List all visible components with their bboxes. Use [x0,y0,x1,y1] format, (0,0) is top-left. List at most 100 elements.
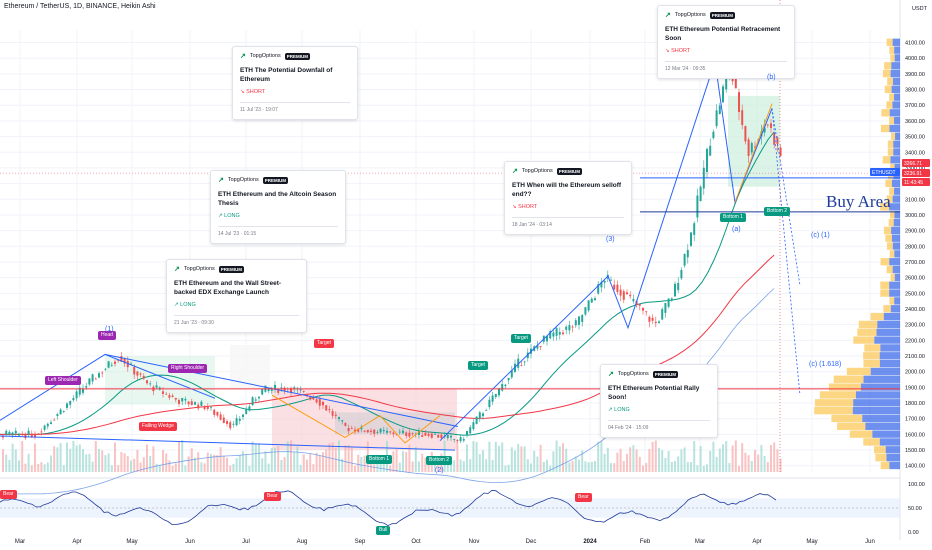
vp-bar-blue [870,367,900,376]
candle-body [165,393,168,395]
candle-body [549,331,552,339]
candle-body [62,411,65,412]
vp-bar-orange [849,430,873,438]
volume-bar [213,454,216,472]
vp-bar-blue [885,446,900,454]
author-name[interactable]: TopgOptions [617,370,649,377]
volume-bar [37,463,40,472]
candle-body [357,428,360,432]
price-tag-bg [902,178,930,186]
candle-body [242,414,244,418]
volume-bar [453,460,456,472]
author-logo-icon: ↗ [240,53,246,60]
candle-body [568,325,571,331]
candle-body [478,412,481,419]
candle-body [238,418,241,421]
author-logo-icon: ↗ [174,266,180,273]
idea-card[interactable]: ↗ TopgOptions PREMIUM ETH The Potential Dow… [232,46,358,120]
price-tick-label: 2100.00 [905,354,925,360]
idea-title[interactable]: ETH The Potential Downfall of Ethereum [240,67,333,83]
vp-bar-blue [889,124,900,133]
vp-bar-blue [886,453,900,462]
volume-bar [677,456,680,472]
oscillator-signal-label: Bear [0,490,17,499]
volume-bar [475,442,478,472]
candle-body [622,291,625,300]
candle-body [472,422,475,429]
candle-body [539,346,542,348]
vp-bar-orange [889,93,895,101]
candle-body [398,431,401,433]
candle-body [11,432,14,436]
vp-bar-orange [863,352,880,360]
volume-bar [248,465,251,472]
vp-bar-blue [891,226,900,235]
author-name[interactable]: TopgOptions [521,167,553,174]
candle-body [360,426,363,430]
candle-body [651,317,654,321]
volume-bar [197,452,200,472]
volume-bar [706,464,708,472]
price-axis[interactable]: 1400.00 1500.00 1600.00 1700.00 1800.00 1900.… [870,6,930,470]
candle-body [274,384,276,390]
volume-bar [610,463,612,472]
candle-body [603,280,606,283]
volume-bar [594,461,596,472]
candle-body [565,326,568,330]
idea-card[interactable]: ↗ TopgOptions PREMIUM ETH Ethereum Potentia… [600,364,718,438]
vp-bar-blue [894,297,900,305]
volume-bar [206,452,209,472]
volume-bar [626,453,628,472]
candle-body [318,399,321,406]
vp-bar-orange [887,77,893,86]
author-name[interactable]: TopgOptions [183,265,215,272]
volume-bar [501,442,504,472]
candle-body [126,360,129,368]
candle-body [562,332,564,335]
idea-date: 12 Mar '24 · 09:35 [665,66,706,73]
candle-body [738,92,740,113]
idea-title[interactable]: ETH Ethereum Potential Retracement Soon [665,26,781,42]
candle-body [683,253,686,266]
author-name[interactable]: TopgOptions [227,176,259,183]
volume-bar [760,445,763,472]
candle-body [632,298,635,302]
candle-body [110,364,113,366]
idea-card[interactable]: ↗ TopgOptions PREMIUM ETH Ethereum and the … [210,170,346,244]
time-axis[interactable]: Mar Apr May Jun Jul Aug Sep Oct Nov Dec 2024 Feb Mar… [15,539,875,545]
candle-body [706,148,708,173]
idea-title[interactable]: ETH When will the Ethereum selloff end?? [512,182,622,198]
author-name[interactable]: TopgOptions [674,11,706,18]
idea-title[interactable]: ETH Ethereum and the Wall Street-backed … [174,280,282,296]
candle-body [341,420,344,422]
price-tick-label: 2500.00 [905,291,925,297]
candle-body [411,433,414,435]
idea-card[interactable]: ↗ TopgOptions PREMIUM ETH Ethereum Potentia… [657,5,795,79]
candle-body [709,145,712,156]
volume-bar [222,455,225,472]
volume-bar [149,456,152,472]
volume-bar [315,452,318,472]
idea-card[interactable]: ↗ TopgOptions PREMIUM ETH Ethereum and the … [166,259,307,333]
volume-bar [744,452,747,472]
candle-body [494,393,497,398]
volume-bar [555,440,558,472]
author-name[interactable]: TopgOptions [249,52,281,59]
volume-bar [552,451,555,472]
time-tick-label: Mar [695,539,705,545]
volume-bar [238,455,241,472]
volume-bar [424,457,427,472]
target-zone [230,345,270,389]
candle-body [629,294,632,297]
idea-title[interactable]: ETH Ethereum Potential Rally Soon! [608,385,700,401]
vp-bar-orange [880,124,890,133]
volume-bar [245,454,248,472]
volume-bar [334,447,337,472]
idea-title[interactable]: ETH Ethereum and the Altcoin Season Thes… [218,191,337,207]
idea-card-header: ↗ TopgOptions PREMIUM [240,52,350,61]
candle-body [104,368,107,370]
price-tag-bg [902,159,930,167]
volume-bar [318,455,321,472]
idea-card[interactable]: ↗ TopgOptions PREMIUM ETH When will the Eth… [504,161,632,235]
